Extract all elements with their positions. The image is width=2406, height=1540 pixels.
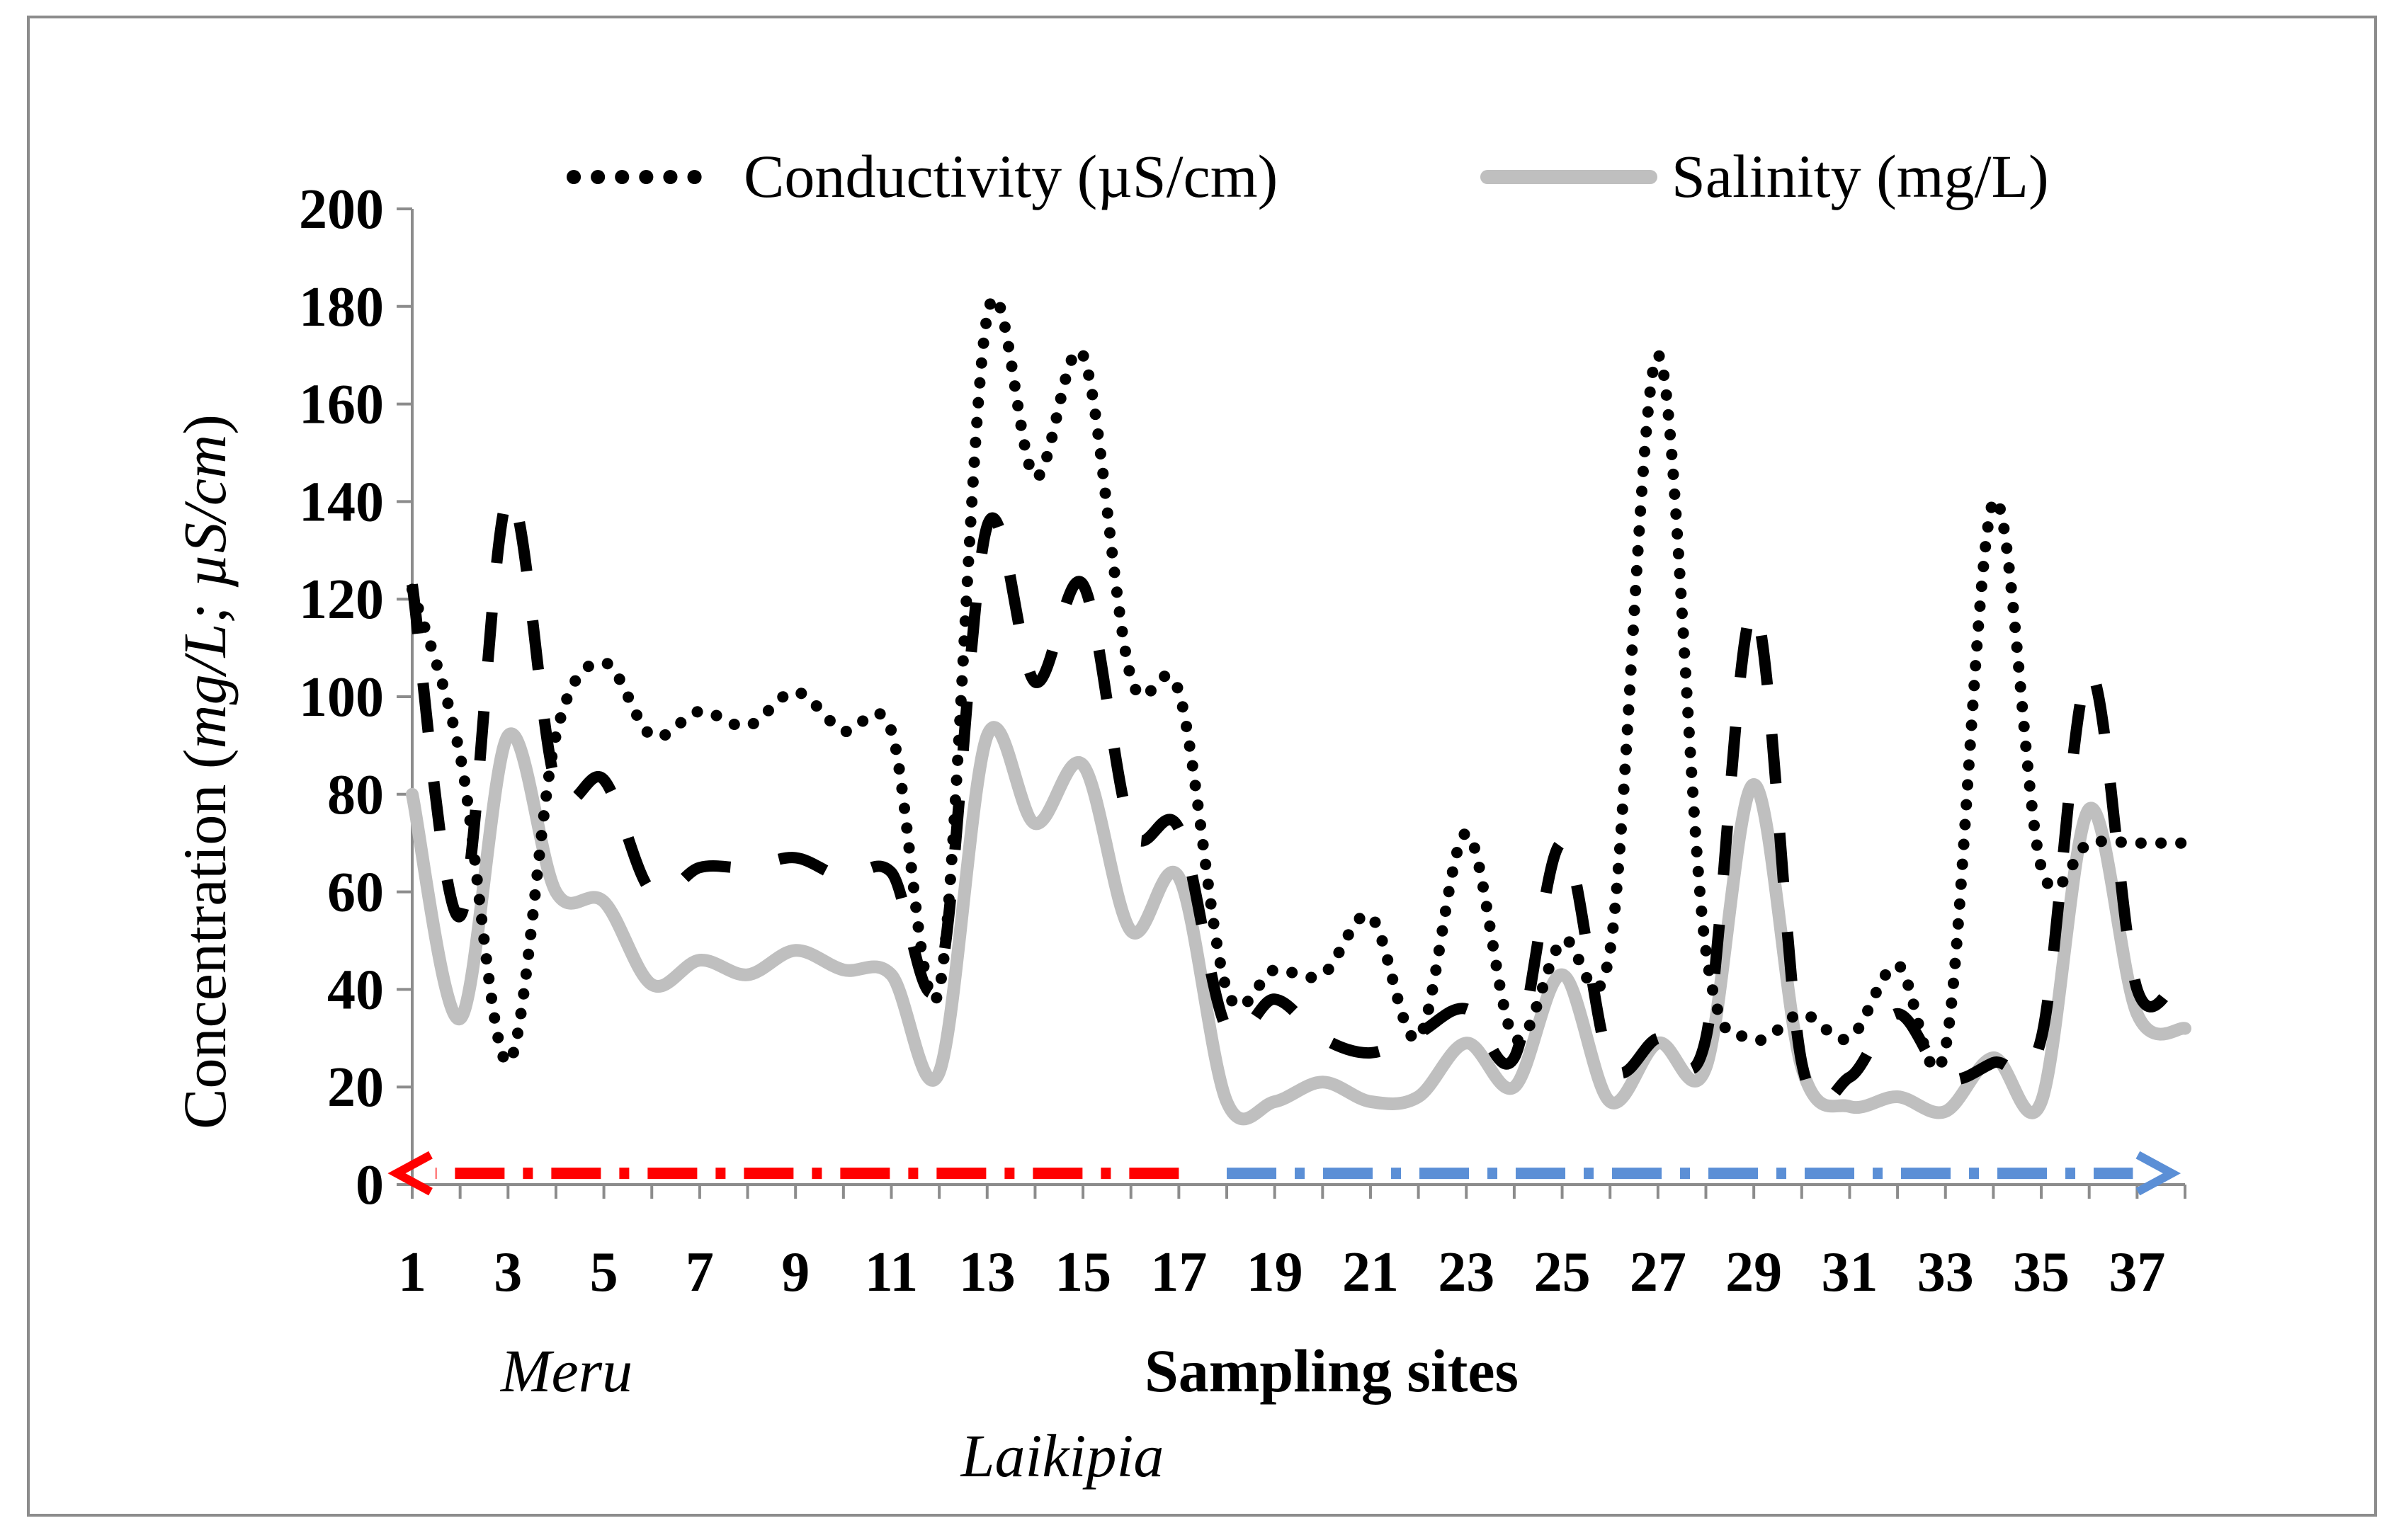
legend-label-conductivity: Conductivity (µS/cm)	[744, 142, 1278, 210]
x-tick-label: 25	[1534, 1241, 1591, 1304]
y-tick-label: 140	[299, 471, 384, 533]
meru-range-arrowhead	[387, 1151, 433, 1196]
region-label-meru: Meru	[499, 1337, 632, 1405]
x-axis-title: Sampling sites	[1145, 1337, 1519, 1405]
y-tick-label: 180	[299, 276, 384, 338]
x-tick-label: 7	[686, 1241, 714, 1304]
series-line-conductivity	[407, 292, 2191, 1075]
x-tick-label: 21	[1342, 1241, 1399, 1304]
series-line-salinity	[406, 721, 2191, 1126]
x-tick-label: 29	[1725, 1241, 1782, 1304]
x-tick-label: 9	[781, 1241, 810, 1304]
region-label-laikipia: Laikipia	[960, 1422, 1164, 1490]
x-tick-label: 31	[1821, 1241, 1878, 1304]
y-tick-label: 200	[299, 178, 384, 241]
x-tick-label: 27	[1630, 1241, 1686, 1304]
x-tick-label: 23	[1438, 1241, 1494, 1304]
y-tick-label: 0	[356, 1154, 384, 1216]
y-axis-title: Concentration (mg/L; µS/cm)	[171, 414, 239, 1129]
y-axis-title-suffix: )	[171, 414, 239, 435]
y-tick-label: 100	[299, 666, 384, 729]
x-tick-label: 35	[2013, 1241, 2070, 1304]
x-tick-label: 13	[959, 1241, 1016, 1304]
x-tick-label: 15	[1055, 1241, 1111, 1304]
x-tick-label: 17	[1150, 1241, 1207, 1304]
x-tick-label: 3	[494, 1241, 522, 1304]
y-tick-label: 120	[299, 569, 384, 631]
y-tick-label: 160	[299, 374, 384, 436]
legend-label-salinity: Salinity (mg/L)	[1672, 142, 2049, 210]
chart-frame	[27, 16, 2377, 1517]
y-tick-label: 80	[327, 764, 384, 826]
series-line-dashed	[407, 489, 2189, 1110]
x-tick-label: 37	[2109, 1241, 2165, 1304]
series-layer	[406, 292, 2191, 1126]
legend: Conductivity (µS/cm) Salinity (mg/L)	[567, 142, 2049, 210]
y-tick-label: 40	[327, 959, 384, 1021]
y-axis-title-units: mg/L; µS/cm	[171, 435, 239, 749]
y-axis-title-prefix: Concentration (	[171, 749, 239, 1129]
y-tick-label: 60	[327, 862, 384, 924]
arrow-layer	[387, 1151, 2181, 1196]
x-tick-label: 11	[865, 1241, 919, 1304]
x-tick-label: 33	[1917, 1241, 1974, 1304]
y-tick-label: 20	[327, 1056, 384, 1119]
laikipia-range-arrowhead	[2135, 1151, 2181, 1196]
x-tick-label: 19	[1247, 1241, 1303, 1304]
x-tick-label: 1	[398, 1241, 426, 1304]
x-tick-label: 5	[590, 1241, 618, 1304]
